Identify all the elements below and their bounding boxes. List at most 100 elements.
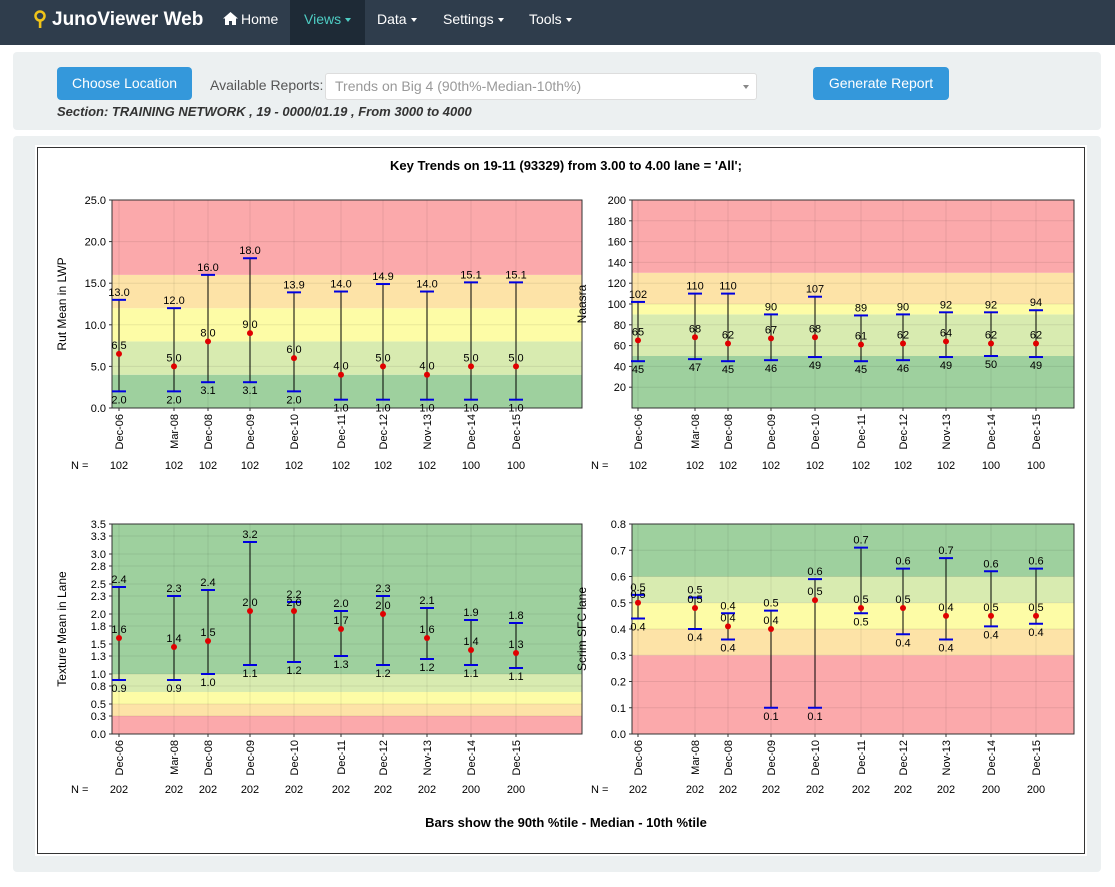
p90-label: 2.2 bbox=[286, 589, 301, 601]
y-axis-label: Rut Mean in LWP bbox=[55, 257, 69, 350]
p10-label: 45 bbox=[855, 364, 867, 376]
report-footer: Bars show the 90th %tile - Median - 10th… bbox=[425, 815, 707, 830]
median-label: 0.5 bbox=[895, 594, 910, 606]
p10-label: 47 bbox=[689, 362, 701, 374]
p90-label: 1.9 bbox=[463, 607, 478, 619]
p90-label: 0.6 bbox=[807, 566, 822, 578]
x-tick-label: Dec-14 bbox=[986, 414, 998, 449]
navbar: JunoViewer Web Home Views Data Settings … bbox=[0, 0, 1115, 45]
x-tick-label: Dec-06 bbox=[114, 740, 126, 775]
n-count: 202 bbox=[199, 784, 217, 796]
y-tick-label: 140 bbox=[608, 257, 626, 269]
n-label: N = bbox=[591, 784, 608, 796]
nav-settings-label: Settings bbox=[443, 11, 494, 27]
median-point bbox=[943, 338, 949, 345]
y-tick-label: 0.6 bbox=[611, 572, 626, 584]
x-tick-label: Dec-11 bbox=[856, 740, 868, 775]
median-label: 2.0 bbox=[375, 600, 390, 612]
p90-label: 2.3 bbox=[166, 583, 181, 595]
median-point bbox=[424, 371, 430, 378]
y-tick-label: 0.5 bbox=[611, 598, 626, 610]
n-label: N = bbox=[591, 460, 608, 472]
median-point bbox=[988, 340, 994, 347]
available-reports-label: Available Reports: bbox=[210, 77, 324, 93]
report-select[interactable]: Trends on Big 4 (90th%-Median-10th%) bbox=[325, 73, 757, 100]
median-label: 0.5 bbox=[807, 586, 822, 598]
median-label: 1.4 bbox=[166, 633, 181, 645]
x-tick-label: Dec-10 bbox=[810, 740, 822, 775]
n-count: 102 bbox=[285, 460, 303, 472]
median-point bbox=[513, 363, 519, 370]
brand[interactable]: JunoViewer Web bbox=[32, 9, 203, 31]
threshold-band bbox=[112, 374, 582, 408]
p10-label: 0.5 bbox=[853, 616, 868, 628]
median-label: 0.5 bbox=[1028, 602, 1043, 614]
p10-label: 49 bbox=[940, 360, 952, 372]
nav-home-label: Home bbox=[241, 11, 279, 27]
x-tick-label: Dec-12 bbox=[898, 740, 910, 775]
y-tick-label: 0.3 bbox=[91, 711, 106, 723]
n-label: N = bbox=[71, 460, 88, 472]
p10-label: 49 bbox=[1030, 360, 1042, 372]
median-point bbox=[692, 605, 698, 611]
nav-data[interactable]: Data bbox=[363, 0, 431, 45]
median-point bbox=[291, 608, 297, 614]
y-tick-label: 1.8 bbox=[91, 621, 106, 633]
x-tick-label: Dec-14 bbox=[466, 414, 478, 449]
y-tick-label: 0.0 bbox=[91, 729, 106, 741]
median-label: 5.0 bbox=[375, 352, 390, 364]
threshold-band bbox=[632, 200, 1074, 273]
p90-label: 92 bbox=[985, 299, 997, 311]
median-point bbox=[900, 340, 906, 347]
n-count: 202 bbox=[165, 784, 183, 796]
n-count: 102 bbox=[937, 460, 955, 472]
median-point bbox=[1033, 612, 1039, 619]
n-count: 202 bbox=[374, 784, 392, 796]
x-tick-label: Dec-09 bbox=[766, 740, 778, 775]
nav-tools[interactable]: Tools bbox=[515, 0, 586, 45]
x-tick-label: Dec-08 bbox=[723, 414, 735, 449]
p90-label: 2.4 bbox=[200, 577, 215, 589]
p90-label: 90 bbox=[765, 301, 777, 313]
median-label: 65 bbox=[632, 326, 644, 338]
nav-data-label: Data bbox=[377, 11, 407, 27]
y-tick-label: 3.5 bbox=[91, 519, 106, 531]
p90-label: 2.4 bbox=[111, 574, 126, 586]
median-point bbox=[205, 338, 211, 345]
x-tick-label: Mar-08 bbox=[690, 740, 702, 775]
nav-settings[interactable]: Settings bbox=[429, 0, 518, 45]
p10-label: 50 bbox=[985, 359, 997, 371]
y-tick-label: 0.2 bbox=[611, 677, 626, 689]
y-tick-label: 20.0 bbox=[85, 237, 106, 249]
generate-report-button[interactable]: Generate Report bbox=[813, 67, 949, 100]
x-tick-label: Dec-11 bbox=[856, 414, 868, 449]
nav-home[interactable]: Home bbox=[209, 0, 292, 45]
p90-label: 102 bbox=[629, 289, 647, 301]
x-tick-label: Dec-12 bbox=[378, 414, 390, 449]
chevron-down-icon bbox=[743, 85, 749, 89]
report-select-value: Trends on Big 4 (90th%-Median-10th%) bbox=[335, 78, 582, 94]
x-tick-label: Dec-06 bbox=[633, 740, 645, 775]
report-canvas: Key Trends on 19-11 (93329) from 3.00 to… bbox=[37, 147, 1085, 854]
x-tick-label: Dec-15 bbox=[511, 414, 523, 449]
median-label: 1.3 bbox=[508, 639, 523, 651]
p90-label: 0.6 bbox=[1028, 556, 1043, 568]
p90-label: 0.5 bbox=[763, 598, 778, 610]
x-tick-label: Dec-10 bbox=[289, 414, 301, 449]
choose-location-button[interactable]: Choose Location bbox=[57, 67, 192, 100]
y-tick-label: 0.4 bbox=[611, 624, 626, 636]
n-count: 102 bbox=[629, 460, 647, 472]
nav-views[interactable]: Views bbox=[290, 0, 366, 45]
p90-label: 0.5 bbox=[687, 585, 702, 597]
median-point bbox=[1033, 340, 1039, 347]
p10-label: 0.4 bbox=[938, 643, 953, 655]
y-tick-label: 200 bbox=[608, 195, 626, 207]
p90-label: 1.8 bbox=[508, 610, 523, 622]
median-point bbox=[988, 612, 994, 619]
median-point bbox=[635, 599, 641, 606]
median-label: 2.0 bbox=[242, 597, 257, 609]
p90-label: 18.0 bbox=[239, 245, 260, 257]
x-tick-label: Nov-13 bbox=[941, 740, 953, 775]
y-tick-label: 0.1 bbox=[611, 703, 626, 715]
threshold-band bbox=[112, 200, 582, 275]
